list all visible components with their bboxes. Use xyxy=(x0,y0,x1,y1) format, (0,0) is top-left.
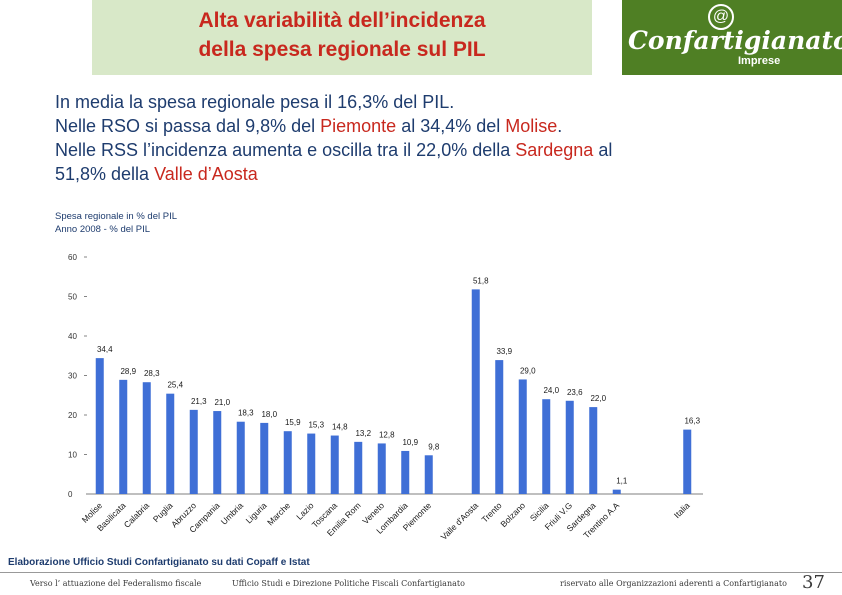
logo-name: Confartigianato xyxy=(628,26,842,55)
data-label-2: 28,3 xyxy=(144,369,160,378)
intro-line-1: In media la spesa regionale pesa il 16,3… xyxy=(55,92,455,112)
highlight-valle-aosta: Valle d’Aosta xyxy=(154,164,258,184)
bar-14 xyxy=(424,455,433,494)
data-label-17: 33,9 xyxy=(496,347,512,356)
bar-0 xyxy=(95,358,104,494)
highlight-molise: Molise xyxy=(505,116,558,136)
data-label-7: 18,0 xyxy=(261,410,277,419)
data-label-18: 29,0 xyxy=(520,366,536,375)
logo-subtitle: Imprese xyxy=(738,55,781,67)
x-tick-label-16: Valle d'Aosta xyxy=(439,500,481,542)
x-tick-label-25: Italia xyxy=(672,500,692,520)
data-label-5: 21,0 xyxy=(214,398,230,407)
chart-caption-line2: Anno 2008 - % del PIL xyxy=(55,224,151,235)
intro-text: In media la spesa regionale pesa il 16,3… xyxy=(55,90,815,186)
at-sign-icon: @ xyxy=(708,4,734,30)
bar-2 xyxy=(142,382,151,494)
data-label-25: 16,3 xyxy=(684,417,700,426)
data-label-16: 51,8 xyxy=(473,276,489,285)
slide-title-line1: Alta variabilità dell’incidenza xyxy=(198,9,486,32)
data-label-10: 14,8 xyxy=(332,423,348,432)
y-tick-label-4: 40 xyxy=(68,332,77,341)
source-note: Elaborazione Ufficio Studi Confartigiana… xyxy=(8,557,310,568)
footer-divider xyxy=(0,572,842,573)
bar-1 xyxy=(119,379,128,494)
y-tick-label-6: 60 xyxy=(68,253,77,262)
data-label-8: 15,9 xyxy=(285,418,301,427)
bar-12 xyxy=(377,443,386,494)
data-label-22: 1,1 xyxy=(616,477,628,486)
data-label-6: 18,3 xyxy=(238,409,254,418)
data-label-4: 21,3 xyxy=(191,397,207,406)
bar-chart: 010203040506034,4Molise28,9Basilicata28,… xyxy=(68,253,703,542)
y-tick-label-5: 50 xyxy=(68,293,77,302)
bar-18 xyxy=(518,379,527,494)
x-tick-label-2: Calabria xyxy=(122,500,152,530)
data-label-14: 9,8 xyxy=(428,442,440,451)
bar-9 xyxy=(307,433,316,494)
intro-line-3: Nelle RSS l’incidenza aumenta e oscilla … xyxy=(55,140,613,160)
bar-7 xyxy=(260,422,269,494)
page-number: 37 xyxy=(802,572,825,593)
footer-center: Ufficio Studi e Direzione Politiche Fisc… xyxy=(232,579,465,588)
intro-line-4: 51,8% della Valle d’Aosta xyxy=(55,164,258,184)
title-box: Alta variabilità dell’incidenza della sp… xyxy=(92,0,592,75)
x-tick-label-8: Marche xyxy=(265,500,292,527)
chart-caption-line1: Spesa regionale in % del PIL xyxy=(55,211,177,222)
data-label-21: 22,0 xyxy=(590,394,606,403)
bar-19 xyxy=(542,399,551,494)
intro-line-2: Nelle RSO si passa dal 9,8% del Piemonte… xyxy=(55,116,563,136)
bar-11 xyxy=(354,441,363,494)
bar-3 xyxy=(166,393,175,494)
highlight-sardegna: Sardegna xyxy=(515,140,594,160)
footer-left: Verso l’ attuazione del Federalismo fisc… xyxy=(30,579,202,588)
data-label-11: 13,2 xyxy=(355,429,371,438)
slide-title-line2: della spesa regionale sul PIL xyxy=(198,38,486,61)
data-label-1: 28,9 xyxy=(120,367,136,376)
bar-25 xyxy=(683,429,692,494)
bar-13 xyxy=(401,450,410,494)
bar-8 xyxy=(283,431,292,494)
bar-22 xyxy=(612,489,621,494)
bar-10 xyxy=(330,435,339,494)
data-label-3: 25,4 xyxy=(167,381,183,390)
footer-right: riservato alle Organizzazioni aderenti a… xyxy=(560,579,787,588)
highlight-piemonte: Piemonte xyxy=(320,116,397,136)
bar-5 xyxy=(213,411,222,494)
x-tick-label-18: Bolzano xyxy=(498,500,527,529)
y-tick-label-1: 10 xyxy=(68,451,77,460)
confartigianato-logo: @ Confartigianato Imprese xyxy=(622,0,842,75)
data-label-9: 15,3 xyxy=(308,421,324,430)
data-label-19: 24,0 xyxy=(543,386,559,395)
data-label-13: 10,9 xyxy=(402,438,418,447)
bar-6 xyxy=(236,421,245,494)
data-label-12: 12,8 xyxy=(379,430,395,439)
bar-4 xyxy=(189,409,198,494)
bar-21 xyxy=(589,407,598,494)
bar-17 xyxy=(495,360,504,494)
x-tick-label-6: Umbria xyxy=(219,500,246,527)
data-label-20: 23,6 xyxy=(567,388,583,397)
y-tick-label-0: 0 xyxy=(68,490,73,499)
chart-caption: Spesa regionale in % del PIL Anno 2008 -… xyxy=(55,210,177,236)
bar-20 xyxy=(565,400,574,494)
data-label-0: 34,4 xyxy=(97,345,113,354)
bar-16 xyxy=(471,289,480,494)
y-tick-label-2: 20 xyxy=(68,411,77,420)
y-tick-label-3: 30 xyxy=(68,372,77,381)
